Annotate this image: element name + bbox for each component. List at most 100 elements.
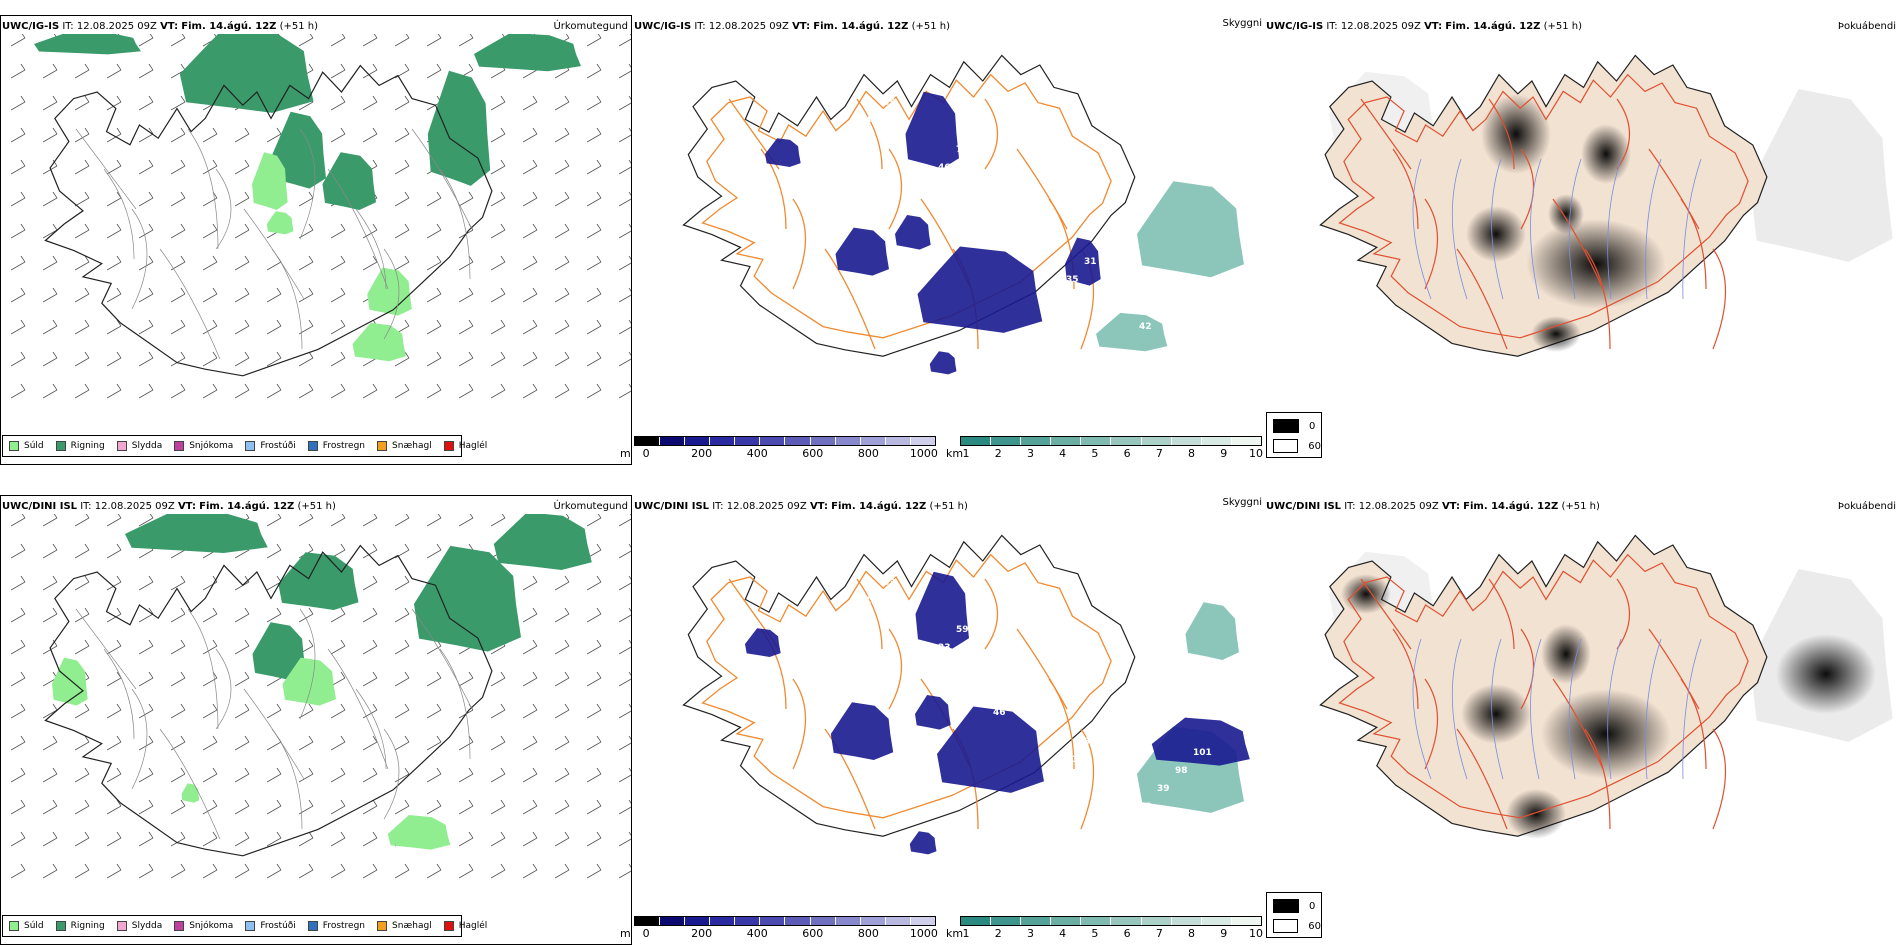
wind-barb	[618, 575, 631, 591]
wind-barb	[234, 383, 250, 399]
wind-barb	[170, 223, 186, 239]
wind-barb	[458, 287, 474, 303]
road	[1080, 728, 1095, 830]
fog-map-2	[1319, 534, 1893, 839]
wind-barb	[138, 514, 154, 527]
wind-barb	[362, 799, 378, 815]
visibility-label: 52	[993, 228, 1006, 238]
wind-barb	[618, 34, 631, 47]
visibility-label: 46	[938, 163, 951, 173]
colorbar-unit: m	[620, 927, 631, 940]
wind-barb	[426, 543, 442, 559]
wind-barb	[618, 831, 631, 847]
road	[1488, 98, 1515, 170]
colorbar-cell	[1171, 917, 1202, 925]
wind-barb	[202, 703, 218, 719]
visibility-label: 64	[847, 614, 860, 624]
wind-barb	[330, 607, 346, 623]
colorbar-cells	[634, 916, 936, 926]
wind-barb	[586, 287, 602, 303]
wind-barb	[586, 383, 602, 399]
colorbar-cells	[960, 916, 1262, 926]
colorbar-tick: 9	[1220, 447, 1228, 460]
wind-barb	[106, 607, 122, 623]
wind-barb	[234, 319, 250, 335]
rain-area	[252, 622, 306, 680]
visibility-label: 45	[1011, 210, 1024, 220]
wind-barb	[170, 831, 186, 847]
vt-value: Fim. 14.ágú. 12Z	[181, 21, 277, 32]
roads	[75, 128, 473, 360]
road	[1016, 628, 1068, 710]
road	[327, 648, 389, 770]
wind-barb	[490, 127, 506, 143]
fog-legend-swatch	[1273, 899, 1299, 913]
wind-barb	[170, 159, 186, 175]
visibility-label: 44	[1102, 719, 1115, 729]
wind-barb	[202, 639, 218, 655]
wind-barb	[394, 607, 410, 623]
road	[984, 578, 998, 650]
lead-time: (+51 h)	[297, 501, 336, 512]
fog-legend-2: 0 60	[1266, 892, 1322, 938]
coastline	[44, 544, 493, 857]
wind-barb	[74, 191, 90, 207]
wind-barb	[394, 191, 410, 207]
lead-time: (+51 h)	[1561, 501, 1600, 512]
it-label: IT:	[80, 501, 92, 512]
fog-height-area	[830, 702, 894, 760]
legend-swatch	[443, 441, 454, 451]
wind-barb	[618, 287, 631, 303]
wind-barb	[106, 255, 122, 271]
road	[75, 128, 137, 210]
wind-barb	[394, 767, 410, 783]
wind-barb	[554, 287, 570, 303]
road	[792, 678, 807, 770]
colorbar-cell	[1111, 917, 1142, 925]
wind-barb	[74, 127, 90, 143]
colorbar-cell	[991, 437, 1022, 445]
colorbar-unit: km	[946, 447, 964, 460]
wind-barb	[106, 831, 122, 847]
river	[1530, 158, 1542, 300]
wind-barb	[234, 735, 250, 751]
fog-legend-swatch	[1273, 919, 1299, 933]
visibility-label: 43	[1066, 755, 1079, 765]
wind-barb	[554, 159, 570, 175]
wind-barb	[138, 575, 154, 591]
it-label: IT:	[62, 21, 74, 32]
river	[1682, 638, 1702, 780]
drizzle-area	[181, 783, 200, 803]
wind-barb	[42, 319, 58, 335]
road	[1520, 628, 1535, 710]
wind-barb	[10, 191, 26, 207]
panel-title-visibility: Skyggni	[1222, 18, 1262, 29]
model-name: UWC/DINI ISL	[1266, 501, 1342, 512]
wind-barb	[106, 191, 122, 207]
drizzle-area	[266, 211, 294, 235]
roads	[1338, 553, 1749, 830]
road	[1520, 148, 1535, 230]
wind-barb	[10, 607, 26, 623]
wind-barb	[586, 255, 602, 271]
road	[1456, 728, 1508, 830]
wind-barb	[106, 514, 122, 527]
colorbar-cell	[860, 437, 886, 445]
fog-height-area	[937, 706, 1044, 793]
wind-barb	[362, 514, 378, 527]
wind-barb	[106, 703, 122, 719]
legend-label: Frostúði	[260, 441, 296, 451]
wind-barb	[106, 95, 122, 111]
wind-barb	[426, 735, 442, 751]
colorbar-tick: 9	[1220, 927, 1228, 940]
wind-barb	[138, 351, 154, 367]
wind-barb	[554, 191, 570, 207]
wind-barb	[586, 351, 602, 367]
wind-barb	[298, 514, 314, 527]
wind-barb	[10, 863, 26, 879]
panel-header: UWC/DINI ISL IT: 12.08.2025 09Z VT: Fim.…	[2, 501, 336, 513]
road	[299, 128, 316, 240]
wind-barb	[554, 671, 570, 687]
river	[1412, 638, 1432, 780]
model-name: UWC/DINI ISL	[2, 501, 78, 512]
